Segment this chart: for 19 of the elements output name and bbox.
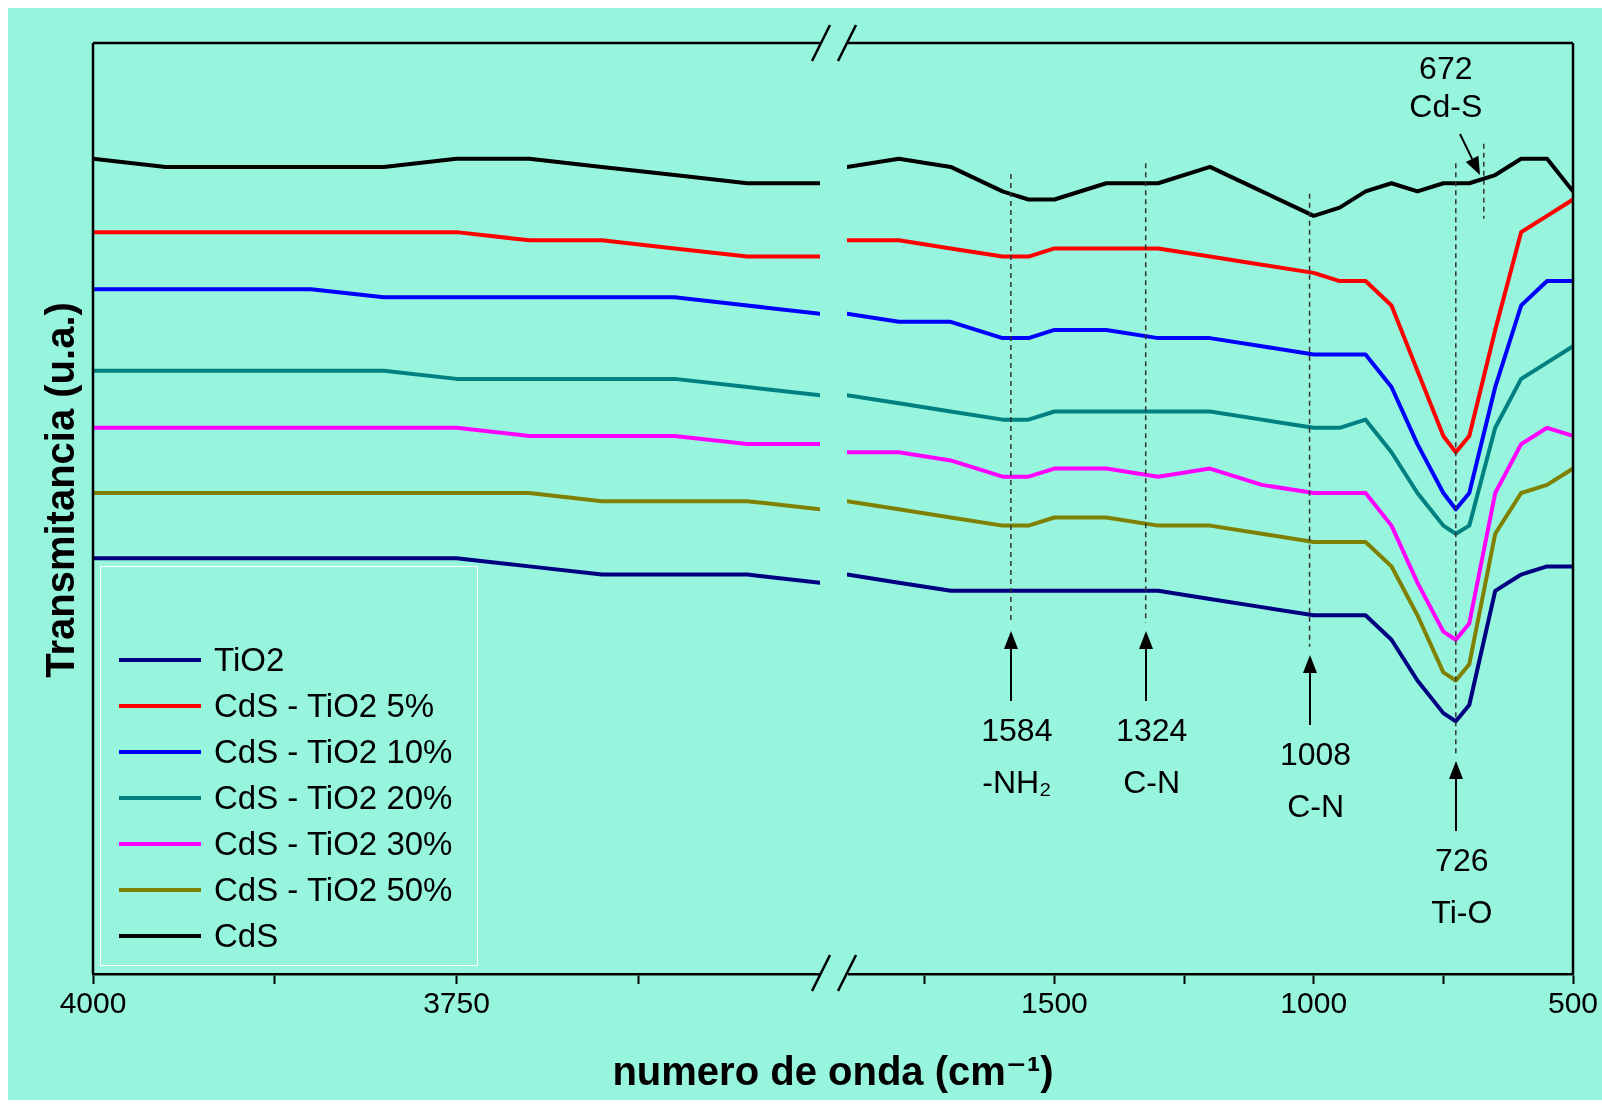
legend-label: CdS - TiO2 30%	[214, 825, 453, 863]
ref-line-label: 1584 -NH₂	[981, 711, 1053, 800]
x-tick-label: 3750	[423, 986, 490, 1020]
x-axis-title: numero de onda (cm⁻¹)	[612, 1048, 1054, 1094]
ref-line-label: 672 Cd-S	[1409, 49, 1483, 124]
legend-label: CdS - TiO2 20%	[214, 779, 453, 817]
ref-line-label: 1324 C-N	[1116, 711, 1188, 800]
x-tick-label: 1000	[1280, 986, 1348, 1020]
y-axis-title: Transmitancia (u.a.)	[37, 302, 83, 678]
legend-label: TiO2	[214, 641, 285, 679]
x-tick-label: 500	[1547, 986, 1599, 1020]
legend-label: CdS	[214, 917, 279, 955]
legend-label: CdS - TiO2 5%	[214, 687, 435, 725]
legend-label: CdS - TiO2 10%	[214, 733, 453, 771]
legend-label: CdS - TiO2 50%	[214, 871, 453, 909]
ref-line-label: 1008 C-N	[1279, 735, 1352, 824]
x-tick-label: 1500	[1021, 986, 1088, 1020]
x-tick-label: 4000	[59, 986, 127, 1020]
ref-line-label: 726 Ti-O	[1431, 842, 1493, 931]
